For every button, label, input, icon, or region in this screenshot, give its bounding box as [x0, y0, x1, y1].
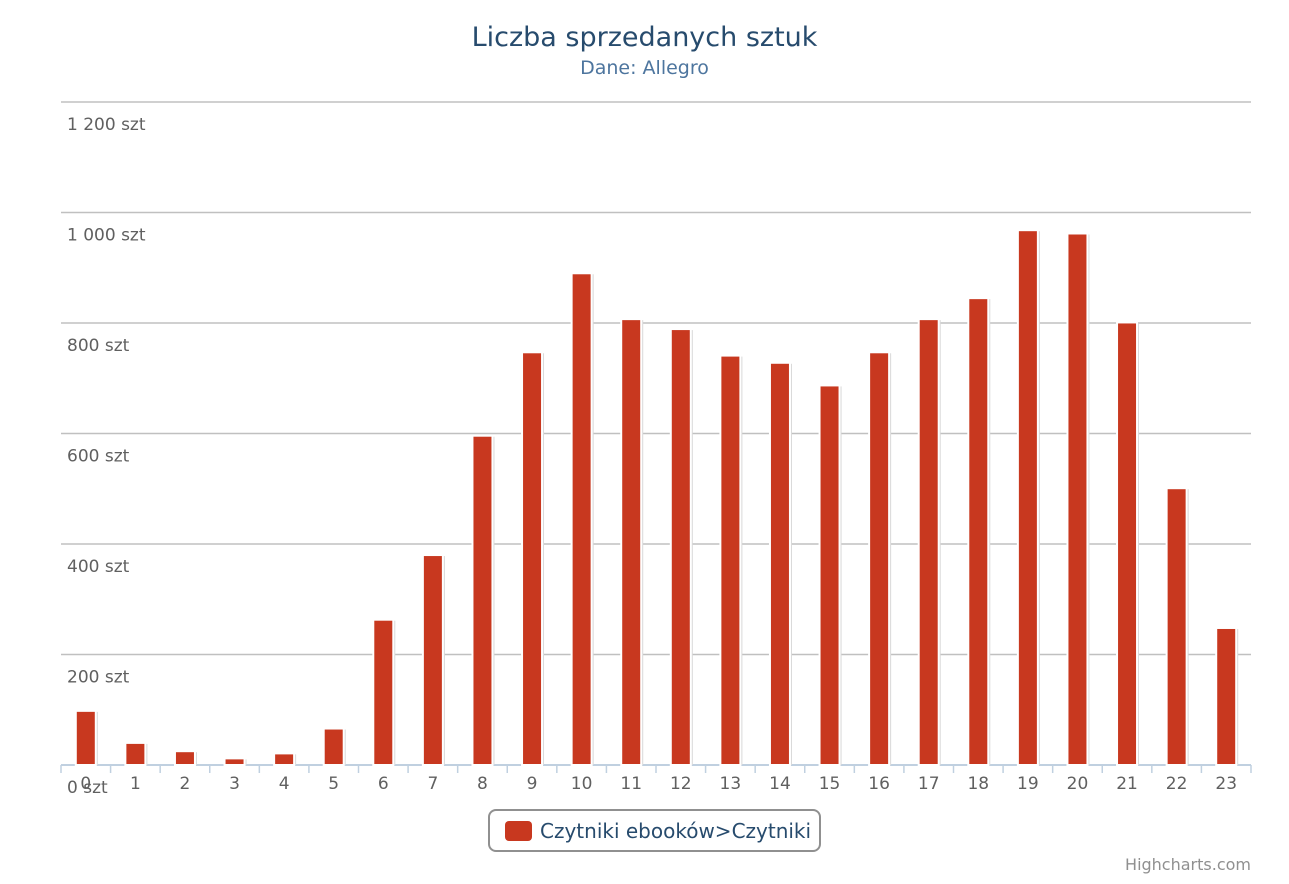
x-tick-label: 15: [819, 774, 841, 794]
x-tick-label: 22: [1166, 774, 1188, 794]
x-tick-label: 14: [769, 774, 791, 794]
bar[interactable]: [1116, 321, 1139, 766]
bar[interactable]: [521, 351, 544, 766]
x-tick-label: 21: [1116, 774, 1138, 794]
bar[interactable]: [471, 434, 494, 766]
bar[interactable]: [967, 297, 990, 766]
y-tick-label: 800 szt: [67, 336, 130, 356]
legend-label: Czytniki ebooków>Czytniki: [540, 818, 812, 843]
bar[interactable]: [322, 727, 345, 766]
bar[interactable]: [1016, 229, 1039, 766]
bar[interactable]: [719, 354, 742, 766]
bar[interactable]: [223, 757, 246, 766]
bar[interactable]: [669, 328, 692, 766]
x-tick-label: 11: [620, 774, 642, 794]
x-tick-label: 23: [1215, 774, 1237, 794]
bar[interactable]: [173, 750, 196, 766]
x-tick-label: 10: [571, 774, 593, 794]
y-tick-label: 1 000 szt: [67, 226, 146, 246]
bar[interactable]: [74, 709, 97, 766]
x-tick-label: 16: [868, 774, 890, 794]
credits-link[interactable]: Highcharts.com: [1125, 855, 1251, 874]
chart-title: Liczba sprzedanych sztuk: [471, 22, 818, 53]
x-tick-label: 18: [967, 774, 989, 794]
x-tick-label: 3: [229, 774, 240, 794]
x-tick-label: 17: [918, 774, 940, 794]
bar[interactable]: [1066, 232, 1089, 766]
y-tick-label: 400 szt: [67, 557, 130, 577]
y-tick-label: 1 200 szt: [67, 115, 146, 135]
bar[interactable]: [620, 318, 643, 766]
bar[interactable]: [818, 384, 841, 766]
x-tick-label: 1: [130, 774, 141, 794]
x-tick-label: 9: [527, 774, 538, 794]
bar[interactable]: [124, 741, 147, 767]
x-tick-label: 6: [378, 774, 389, 794]
x-tick-label: 4: [279, 774, 290, 794]
x-tick-label: 0: [80, 774, 91, 794]
bar[interactable]: [917, 318, 940, 766]
bar[interactable]: [868, 351, 891, 766]
bar[interactable]: [372, 618, 395, 766]
bar[interactable]: [273, 752, 296, 767]
x-tick-label: 12: [670, 774, 692, 794]
bar[interactable]: [1215, 626, 1238, 766]
x-tick-label: 19: [1017, 774, 1039, 794]
bar[interactable]: [421, 554, 444, 766]
x-tick-label: 20: [1067, 774, 1089, 794]
bar[interactable]: [1165, 487, 1188, 766]
x-tick-label: 5: [328, 774, 339, 794]
y-tick-label: 200 szt: [67, 668, 130, 688]
bar[interactable]: [570, 272, 593, 766]
x-tick-label: 13: [720, 774, 742, 794]
x-tick-label: 7: [427, 774, 438, 794]
legend-swatch-icon: [505, 820, 532, 841]
x-tick-label: 8: [477, 774, 488, 794]
y-tick-label: 600 szt: [67, 447, 130, 467]
chart-subtitle: Dane: Allegro: [580, 57, 709, 79]
y-tick-label: 0 szt: [67, 778, 108, 798]
bar[interactable]: [768, 361, 791, 766]
legend-item[interactable]: Czytniki ebooków>Czytniki: [488, 809, 821, 852]
x-tick-label: 2: [180, 774, 191, 794]
